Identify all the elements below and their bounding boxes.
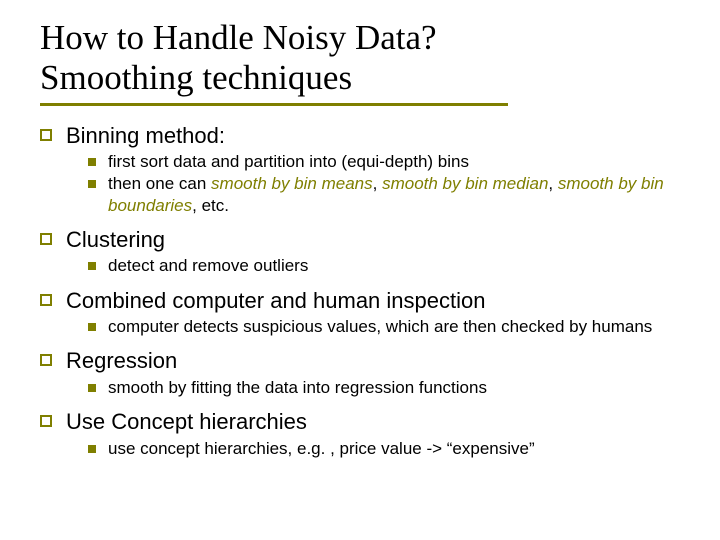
square-filled-icon xyxy=(88,158,96,166)
square-filled-icon xyxy=(88,384,96,392)
list-item-clustering: Clustering xyxy=(40,226,690,254)
list-item-label: Binning method: xyxy=(66,122,225,150)
list-subitem-text: smooth by fitting the data into regressi… xyxy=(108,377,487,398)
list-subitem-text: use concept hierarchies, e.g. , price va… xyxy=(108,438,535,459)
sublist-combined: computer detects suspicious values, whic… xyxy=(88,316,690,337)
square-outline-icon xyxy=(40,129,52,141)
square-outline-icon xyxy=(40,354,52,366)
square-outline-icon xyxy=(40,233,52,245)
list-subitem-text: computer detects suspicious values, whic… xyxy=(108,316,652,337)
list-subitem-text: then one can smooth by bin means, smooth… xyxy=(108,173,690,216)
text-fragment: then one can xyxy=(108,174,211,193)
list-subitem: smooth by fitting the data into regressi… xyxy=(88,377,690,398)
list-item-label: Regression xyxy=(66,347,177,375)
list-item-regression: Regression xyxy=(40,347,690,375)
list-subitem: use concept hierarchies, e.g. , price va… xyxy=(88,438,690,459)
sublist-concept: use concept hierarchies, e.g. , price va… xyxy=(88,438,690,459)
list-subitem-text: detect and remove outliers xyxy=(108,255,308,276)
list-subitem-text: first sort data and partition into (equi… xyxy=(108,151,469,172)
emphasis-text: smooth by bin means xyxy=(211,174,373,193)
title-line-1: How to Handle Noisy Data? xyxy=(40,18,437,57)
square-filled-icon xyxy=(88,262,96,270)
list-subitem: detect and remove outliers xyxy=(88,255,690,276)
sublist-clustering: detect and remove outliers xyxy=(88,255,690,276)
list-item-binning: Binning method: xyxy=(40,122,690,150)
sublist-regression: smooth by fitting the data into regressi… xyxy=(88,377,690,398)
title-underline xyxy=(40,103,508,106)
slide: How to Handle Noisy Data? Smoothing tech… xyxy=(0,0,720,540)
list-item-label: Combined computer and human inspection xyxy=(66,287,485,315)
text-fragment: , xyxy=(373,174,382,193)
list-subitem: then one can smooth by bin means, smooth… xyxy=(88,173,690,216)
text-fragment: , etc. xyxy=(192,196,229,215)
text-fragment: , xyxy=(548,174,557,193)
square-filled-icon xyxy=(88,445,96,453)
slide-body: Binning method: first sort data and part… xyxy=(40,122,690,459)
list-item-combined: Combined computer and human inspection xyxy=(40,287,690,315)
sublist-binning: first sort data and partition into (equi… xyxy=(88,151,690,216)
list-subitem: first sort data and partition into (equi… xyxy=(88,151,690,172)
square-outline-icon xyxy=(40,294,52,306)
square-outline-icon xyxy=(40,415,52,427)
list-subitem: computer detects suspicious values, whic… xyxy=(88,316,690,337)
list-item-label: Clustering xyxy=(66,226,165,254)
slide-title: How to Handle Noisy Data? Smoothing tech… xyxy=(40,18,690,99)
title-line-2: Smoothing techniques xyxy=(40,58,352,97)
square-filled-icon xyxy=(88,323,96,331)
list-item-label: Use Concept hierarchies xyxy=(66,408,307,436)
emphasis-text: smooth by bin median xyxy=(382,174,548,193)
square-filled-icon xyxy=(88,180,96,188)
list-item-concept: Use Concept hierarchies xyxy=(40,408,690,436)
